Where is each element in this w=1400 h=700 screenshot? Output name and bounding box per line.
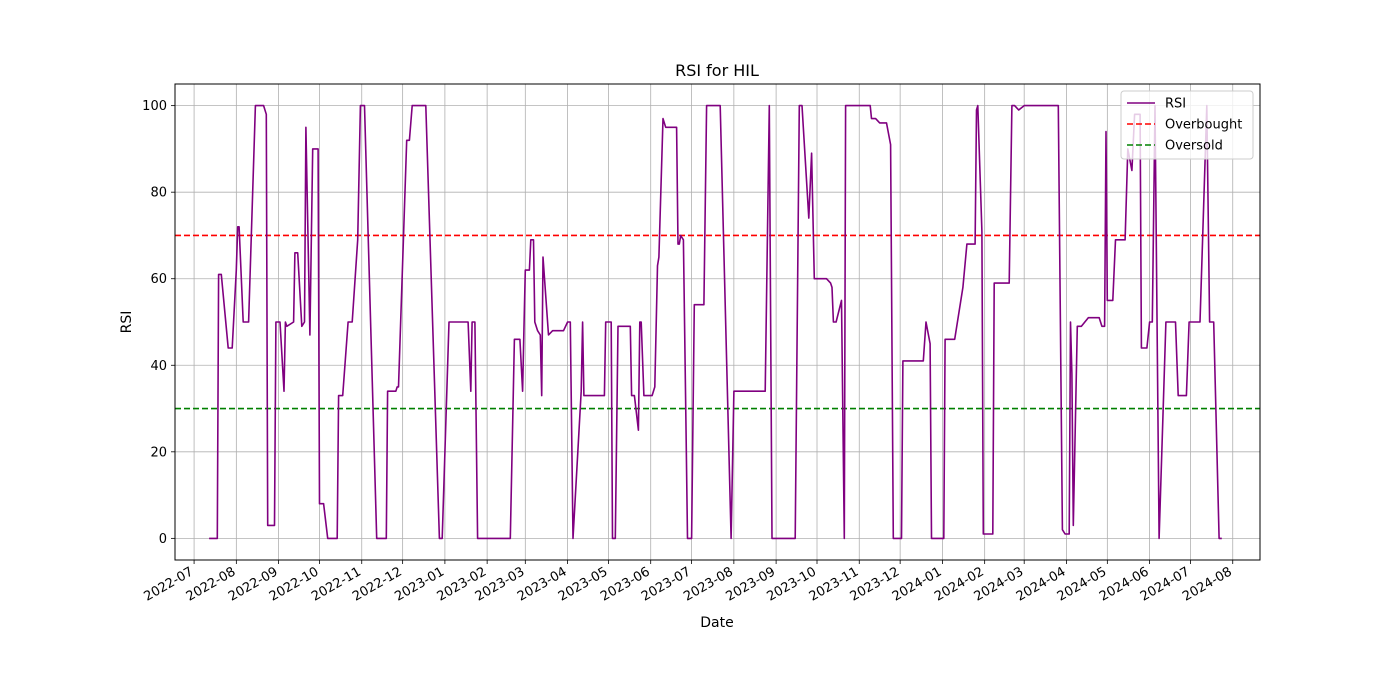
legend-box — [1120, 90, 1254, 160]
legend-label: Oversold — [1165, 139, 1223, 154]
y-tick-label: 20 — [150, 445, 167, 460]
x-axis-title: Date — [700, 615, 733, 631]
x-axis: 2022-072022-082022-092022-102022-112022-… — [142, 560, 1235, 605]
plot-area-frame — [174, 83, 1261, 561]
rsi-line-layer — [209, 104, 1222, 540]
chart-title: RSI for HIL — [675, 61, 759, 80]
grid — [175, 84, 1260, 560]
y-tick-label: 0 — [159, 532, 167, 547]
y-tick-label: 80 — [150, 186, 167, 201]
legend: RSI Overbought Oversold — [1120, 90, 1254, 160]
y-tick-label: 60 — [150, 272, 167, 287]
legend-label: RSI — [1165, 97, 1186, 112]
y-axis: 0 20 40 60 80 100 — [142, 99, 175, 547]
legend-label: Overbought — [1165, 118, 1242, 133]
y-tick-label: 40 — [150, 359, 167, 374]
reference-lines — [175, 234, 1260, 410]
y-tick-label: 100 — [142, 99, 167, 114]
y-axis-title: RSI — [119, 311, 135, 334]
rsi-series-line — [209, 104, 1222, 540]
